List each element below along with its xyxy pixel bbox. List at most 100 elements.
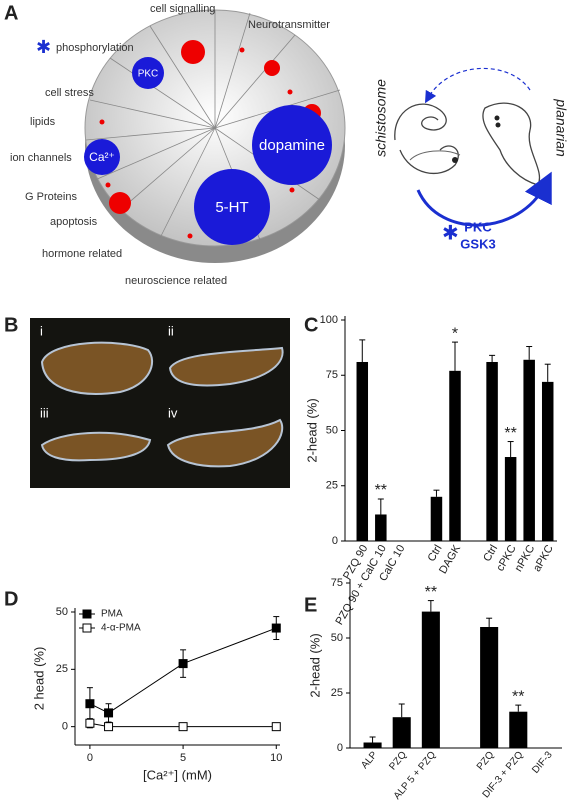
category-label: cell stress <box>45 87 94 99</box>
bar <box>421 611 440 748</box>
target-label: GSK3 <box>460 236 495 251</box>
eye <box>495 122 501 128</box>
point <box>271 722 281 732</box>
eye <box>452 157 458 163</box>
x-tick-label: PZQ <box>387 749 409 772</box>
category-label: lipids <box>30 116 56 128</box>
series-line <box>89 722 277 728</box>
category-label: phosphorylation <box>56 42 134 54</box>
category-label: neuroscience related <box>125 275 227 287</box>
x-tick-label: ALP <box>359 749 380 771</box>
bar <box>430 496 443 541</box>
schistosome-sketch <box>394 103 459 174</box>
y-axis-label: 2 head (%) <box>31 647 46 711</box>
bubble-label: dopamine <box>259 137 325 154</box>
panel-label: D <box>4 588 18 610</box>
x-tick-label: PZQ <box>475 749 497 772</box>
bar <box>392 717 411 748</box>
category-label: cell signalling <box>150 3 215 15</box>
bar <box>541 381 554 541</box>
x-tick-label: 5 <box>180 752 186 764</box>
bar <box>523 359 535 541</box>
category-label: Neurotransmitter <box>248 19 330 31</box>
organism-diagram: schistosome planarian ✱ PKC GSK3 <box>373 67 569 251</box>
eye <box>494 115 500 121</box>
bar <box>449 370 461 541</box>
y-tick-label: 0 <box>332 535 338 547</box>
bubble-label: PKC <box>138 69 159 80</box>
organism-label: planarian <box>553 98 569 157</box>
bar <box>509 711 528 748</box>
category-label: G Proteins <box>25 191 77 203</box>
blue-bubbles <box>84 57 332 245</box>
x-tick-label: 0 <box>87 752 93 764</box>
schistosome-sketch <box>409 150 461 161</box>
x-tick-label: DIF-3 <box>530 749 555 776</box>
bubble-label: Ca²⁺ <box>89 150 115 164</box>
worms <box>40 341 284 468</box>
point <box>85 699 95 709</box>
bar <box>486 361 498 541</box>
photo-label: ii <box>168 323 174 338</box>
y-tick-label: 50 <box>56 606 68 618</box>
y-tick-label: 100 <box>320 314 338 326</box>
significance: * <box>452 325 458 342</box>
y-tick-label: 50 <box>326 424 338 436</box>
legend-marker <box>82 609 92 619</box>
category-label: apoptosis <box>50 216 98 228</box>
target-label: PKC <box>464 219 492 234</box>
bar <box>363 742 382 748</box>
y-tick-label: 50 <box>331 632 343 644</box>
y-tick-label: 25 <box>326 480 338 492</box>
panel-label: B <box>4 314 18 336</box>
y-tick-label: 75 <box>331 577 343 589</box>
bubble-label: 5-HT <box>215 199 248 216</box>
significance: ** <box>425 584 437 601</box>
asterisk: ✱ <box>442 222 459 244</box>
bar <box>480 627 499 748</box>
y-tick-label: 25 <box>331 687 343 699</box>
point <box>85 718 95 728</box>
disc-spokes <box>85 10 341 241</box>
significance: ** <box>512 688 524 705</box>
y-tick-label: 0 <box>337 742 343 754</box>
y-tick-label: 75 <box>326 369 338 381</box>
dashed-arrow <box>424 67 531 104</box>
disc-diagram: PKC Ca²⁺ dopamine 5-HT cell signalling N… <box>10 3 346 287</box>
photo-background <box>30 318 290 488</box>
legend-marker <box>82 623 92 633</box>
photo-label: iv <box>168 405 178 420</box>
photo-label: i <box>40 323 43 338</box>
y-tick-label: 0 <box>62 721 68 733</box>
point <box>271 623 281 633</box>
photo-label: iii <box>40 405 49 420</box>
panel-label: A <box>4 2 18 24</box>
y-axis-label: 2-head (%) <box>304 398 319 462</box>
legend-label: 4-α-PMA <box>101 623 141 634</box>
bar <box>504 457 517 541</box>
x-tick-label: 10 <box>270 752 282 764</box>
series-line <box>89 627 277 714</box>
bar <box>375 514 387 541</box>
significance: ** <box>375 482 387 499</box>
bar <box>356 361 369 541</box>
y-tick-label: 25 <box>56 663 68 675</box>
category-label: hormone related <box>42 248 122 260</box>
significance: ** <box>504 425 516 442</box>
planarian-sketch <box>482 102 541 186</box>
x-axis-label: [Ca²⁺] (mM) <box>143 767 212 782</box>
photo: i ii iii iv <box>30 318 290 488</box>
solid-arrow <box>416 171 552 227</box>
panel-label: E <box>304 594 317 616</box>
point <box>104 722 114 732</box>
organism-label: schistosome <box>373 79 389 157</box>
panel-label: C <box>304 314 318 336</box>
point <box>104 708 114 718</box>
asterisk: ✱ <box>36 37 51 57</box>
point <box>178 659 188 669</box>
legend-label: PMA <box>101 609 123 620</box>
point <box>178 722 188 732</box>
category-label: ion channels <box>10 152 72 164</box>
y-axis-label: 2-head (%) <box>307 633 322 697</box>
